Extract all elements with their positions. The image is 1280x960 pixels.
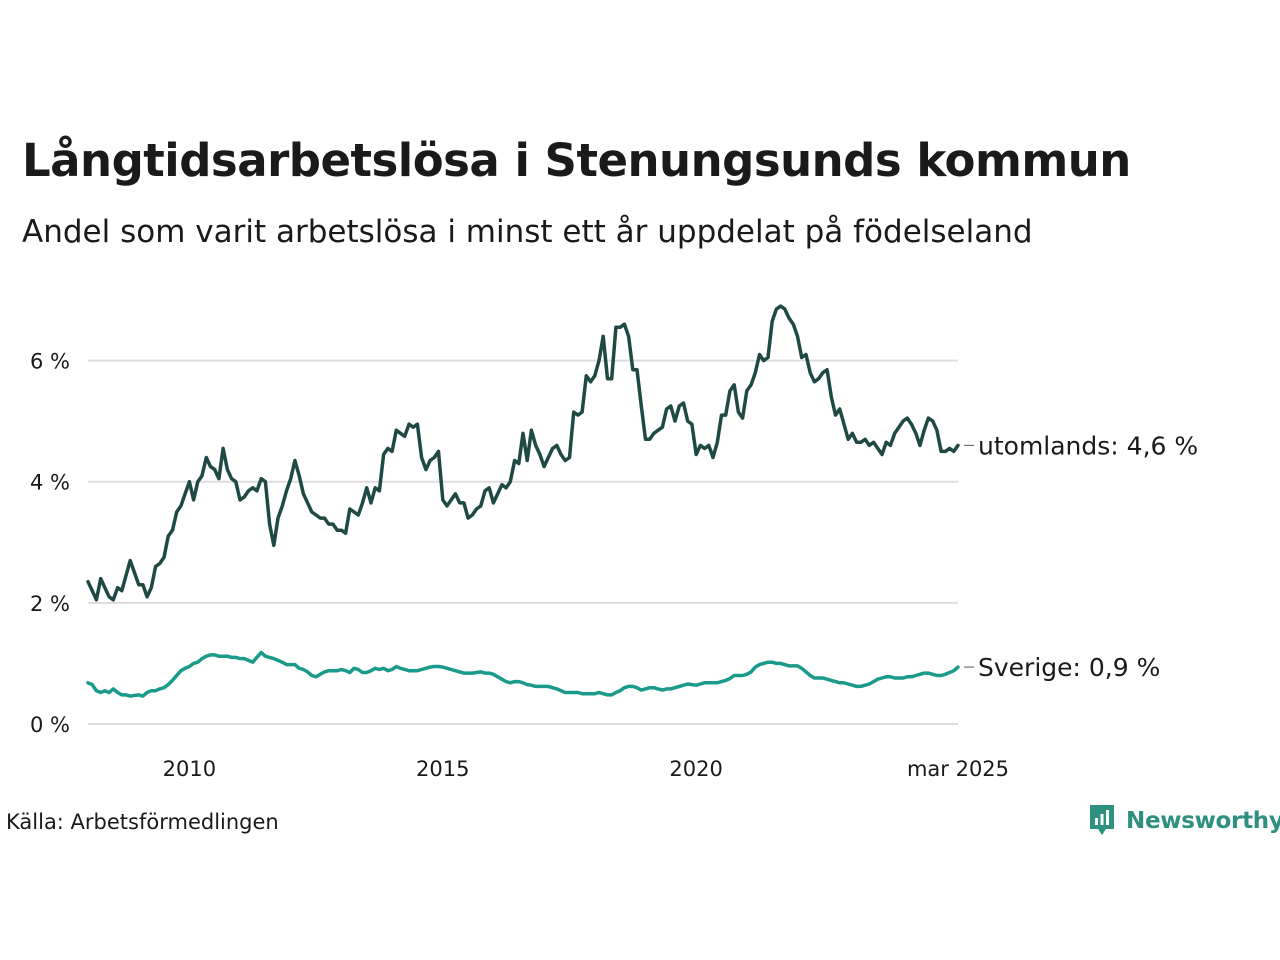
x-tick-label: mar 2025 — [907, 757, 1009, 781]
x-tick-label: 2020 — [669, 757, 722, 781]
y-tick-label: 4 % — [30, 471, 70, 495]
chart-subtitle: Andel som varit arbetslösa i minst ett å… — [22, 214, 1033, 250]
series-lines — [86, 304, 960, 698]
newsworthy-logo-icon — [1090, 805, 1114, 835]
end-label-utomlands: utomlands: 4,6 % — [978, 431, 1198, 460]
series-end-labels: utomlands: 4,6 % Sverige: 0,9 % — [964, 431, 1198, 682]
x-tick-label: 2015 — [416, 757, 469, 781]
series-line-sverige — [86, 650, 960, 698]
y-tick-label: 2 % — [30, 592, 70, 616]
x-tick-label: 2010 — [163, 757, 216, 781]
y-tick-label: 0 % — [30, 713, 70, 737]
end-label-sverige: Sverige: 0,9 % — [978, 653, 1160, 682]
x-axis-ticks: 2010 2015 2020 mar 2025 — [163, 757, 1009, 781]
newsworthy-logo-text: Newsworthy — [1126, 808, 1280, 834]
grid-lines — [88, 359, 958, 725]
chart-title: Långtidsarbetslösa i Stenungsunds kommun — [22, 134, 1131, 187]
y-axis-ticks: 0 % 2 % 4 % 6 % — [30, 350, 70, 737]
source-note: Källa: Arbetsförmedlingen — [6, 810, 279, 834]
series-line-utomlands — [86, 304, 960, 602]
y-tick-label: 6 % — [30, 350, 70, 374]
newsworthy-logo: Newsworthy — [1088, 803, 1280, 839]
